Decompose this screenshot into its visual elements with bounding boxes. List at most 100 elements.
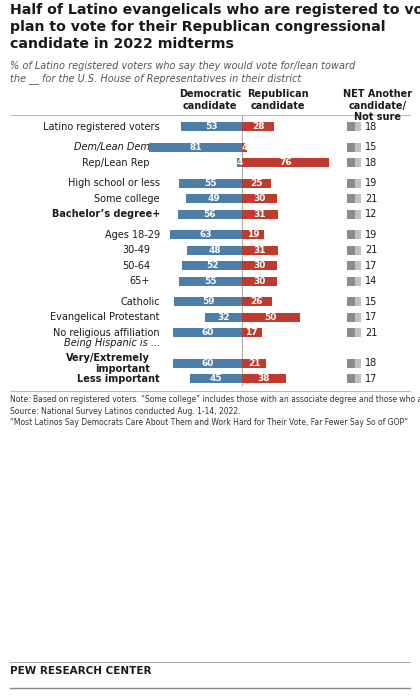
Bar bbox=[347, 374, 355, 383]
Text: % of Latino registered voters who say they would vote for/lean toward
the __ for: % of Latino registered voters who say th… bbox=[10, 61, 355, 84]
Text: 55: 55 bbox=[204, 179, 217, 188]
Text: Democratic
candidate: Democratic candidate bbox=[179, 89, 241, 111]
Text: 30-49: 30-49 bbox=[122, 245, 150, 255]
Text: 31: 31 bbox=[254, 246, 266, 255]
Text: 17: 17 bbox=[365, 261, 378, 271]
Text: 76: 76 bbox=[279, 158, 292, 167]
Text: 32: 32 bbox=[218, 313, 230, 322]
Text: 56: 56 bbox=[204, 209, 216, 219]
Bar bbox=[347, 358, 355, 367]
Bar bbox=[355, 194, 361, 203]
Bar bbox=[242, 179, 271, 188]
Bar bbox=[355, 143, 361, 152]
Bar bbox=[355, 179, 361, 188]
Bar bbox=[186, 194, 242, 203]
Text: 21: 21 bbox=[248, 358, 260, 367]
Bar bbox=[205, 313, 242, 322]
Bar bbox=[173, 329, 242, 338]
Bar bbox=[347, 277, 355, 286]
Text: 18: 18 bbox=[365, 122, 377, 132]
Text: 31: 31 bbox=[254, 209, 266, 219]
Bar bbox=[242, 246, 278, 255]
Text: Note: Based on registered voters. “Some college” includes those with an associat: Note: Based on registered voters. “Some … bbox=[10, 395, 420, 427]
Bar bbox=[242, 209, 278, 219]
Text: 19: 19 bbox=[365, 230, 377, 239]
Bar bbox=[242, 143, 247, 152]
Text: 50-64: 50-64 bbox=[122, 261, 150, 271]
Text: NET Another
candidate/
Not sure: NET Another candidate/ Not sure bbox=[344, 89, 412, 122]
Bar bbox=[182, 261, 242, 270]
Text: Less important: Less important bbox=[77, 374, 160, 383]
Text: Bachelor’s degree+: Bachelor’s degree+ bbox=[52, 209, 160, 219]
Text: 14: 14 bbox=[365, 276, 377, 286]
Text: 4: 4 bbox=[236, 158, 243, 167]
Text: 55: 55 bbox=[204, 277, 217, 286]
Bar bbox=[242, 230, 264, 239]
Text: 17: 17 bbox=[365, 374, 378, 383]
Text: High school or less: High school or less bbox=[68, 178, 160, 188]
Bar bbox=[242, 277, 276, 286]
Bar bbox=[355, 297, 361, 306]
Bar bbox=[347, 329, 355, 338]
Bar bbox=[355, 158, 361, 167]
Text: 17: 17 bbox=[365, 313, 378, 322]
Text: Evangelical Protestant: Evangelical Protestant bbox=[50, 313, 160, 322]
Text: Being Hispanic is ...: Being Hispanic is ... bbox=[64, 338, 160, 347]
Text: 28: 28 bbox=[252, 122, 264, 132]
Text: 30: 30 bbox=[253, 194, 265, 203]
Bar bbox=[178, 209, 242, 219]
Text: 30: 30 bbox=[253, 261, 265, 270]
Bar bbox=[190, 374, 242, 383]
Text: 4: 4 bbox=[241, 143, 247, 152]
Bar bbox=[347, 158, 355, 167]
Bar bbox=[242, 358, 266, 367]
Bar bbox=[173, 358, 242, 367]
Bar bbox=[179, 179, 242, 188]
Bar bbox=[179, 277, 242, 286]
Text: 18: 18 bbox=[365, 158, 377, 168]
Text: 21: 21 bbox=[365, 328, 378, 338]
Bar bbox=[355, 230, 361, 239]
Text: Republican
candidate: Republican candidate bbox=[247, 89, 309, 111]
Bar bbox=[242, 158, 329, 167]
Text: 48: 48 bbox=[208, 246, 221, 255]
Bar bbox=[242, 374, 286, 383]
Bar bbox=[355, 122, 361, 132]
Bar bbox=[347, 297, 355, 306]
Text: 60: 60 bbox=[201, 329, 214, 338]
Text: Some college: Some college bbox=[94, 193, 160, 204]
Text: 18: 18 bbox=[365, 358, 377, 368]
Text: 60: 60 bbox=[201, 358, 214, 367]
Text: Catholic: Catholic bbox=[121, 296, 160, 307]
Text: 81: 81 bbox=[189, 143, 202, 152]
Bar bbox=[174, 297, 242, 306]
Bar bbox=[355, 329, 361, 338]
Text: 19: 19 bbox=[365, 178, 377, 188]
Bar bbox=[355, 358, 361, 367]
Bar bbox=[347, 246, 355, 255]
Bar bbox=[347, 122, 355, 132]
Text: 50: 50 bbox=[265, 313, 277, 322]
Text: 26: 26 bbox=[251, 297, 263, 306]
Text: 21: 21 bbox=[365, 245, 378, 255]
Text: 63: 63 bbox=[200, 230, 212, 239]
Text: Rep/Lean Rep: Rep/Lean Rep bbox=[82, 158, 150, 168]
Text: 17: 17 bbox=[245, 329, 258, 338]
Bar bbox=[242, 297, 272, 306]
Bar bbox=[347, 179, 355, 188]
Text: Very/Extremely
important: Very/Extremely important bbox=[66, 353, 150, 374]
Bar bbox=[242, 329, 262, 338]
Bar bbox=[355, 277, 361, 286]
Bar bbox=[242, 122, 274, 132]
Bar bbox=[347, 194, 355, 203]
Text: 45: 45 bbox=[210, 374, 223, 383]
Text: 49: 49 bbox=[207, 194, 220, 203]
Bar bbox=[187, 246, 242, 255]
Bar bbox=[242, 313, 299, 322]
Text: 12: 12 bbox=[365, 209, 378, 219]
Text: Dem/Lean Dem: Dem/Lean Dem bbox=[74, 142, 150, 152]
Bar bbox=[347, 143, 355, 152]
Text: 15: 15 bbox=[365, 296, 378, 307]
Text: Ages 18-29: Ages 18-29 bbox=[105, 230, 160, 239]
Bar bbox=[355, 209, 361, 219]
